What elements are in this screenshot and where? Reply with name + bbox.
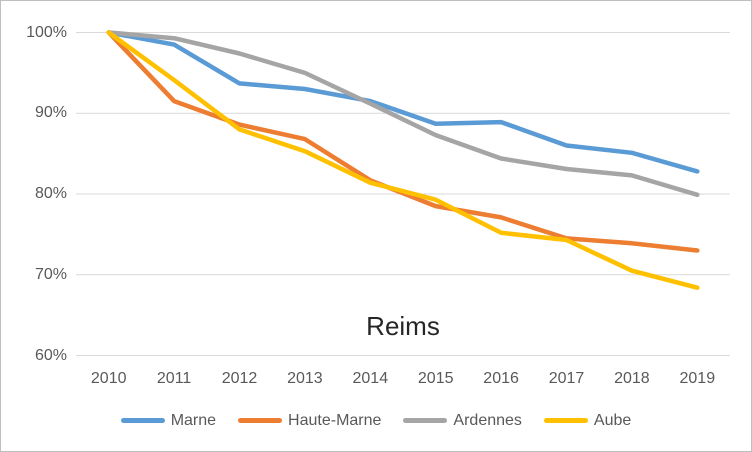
x-tick-label-2010: 2010	[90, 370, 127, 387]
chart-title: Reims	[366, 311, 440, 341]
series-line-haute-marne	[106, 30, 700, 253]
y-tick-label-90-: 90%	[34, 104, 67, 122]
y-tick-label-70-: 70%	[34, 265, 67, 283]
series-line-aube	[106, 30, 700, 290]
legend: Marne Haute-Marne Ardennes Aube	[1, 408, 751, 433]
legend-label-marne: Marne	[170, 411, 217, 429]
x-tick-label-2014: 2014	[352, 370, 389, 387]
series-line-ardennes	[106, 30, 700, 198]
x-tick-label-2019: 2019	[679, 370, 716, 387]
legend-swatch-ardennes	[403, 418, 448, 423]
legend-swatch-haute-marne	[238, 418, 283, 423]
x-tick-label-2011: 2011	[156, 370, 192, 387]
legend-item-ardennes: Ardennes	[403, 412, 522, 430]
y-tick-label-100-: 100%	[26, 23, 67, 41]
legend-swatch-marne	[120, 418, 165, 423]
legend-item-marne: Marne	[120, 411, 217, 430]
legend-label-ardennes: Ardennes	[453, 411, 522, 429]
x-tick-label-2013: 2013	[287, 370, 323, 387]
legend-label-aube: Aube	[593, 411, 632, 429]
legend-item-haute-marne: Haute-Marne	[238, 412, 381, 430]
series-line-marne	[106, 30, 700, 174]
legend-item-aube: Aube	[543, 411, 632, 430]
x-tick-label-2017: 2017	[548, 370, 585, 387]
x-tick-label-2015: 2015	[417, 370, 454, 387]
legend-swatch-aube	[543, 418, 588, 423]
x-tick-label-2016: 2016	[483, 370, 519, 387]
y-tick-label-60-: 60%	[34, 346, 67, 364]
y-tick-label-80-: 80%	[34, 185, 67, 202]
x-tick-label-2018: 2018	[614, 370, 650, 387]
x-tick-label-2012: 2012	[221, 370, 258, 387]
legend-label-haute-marne: Haute-Marne	[288, 411, 382, 429]
